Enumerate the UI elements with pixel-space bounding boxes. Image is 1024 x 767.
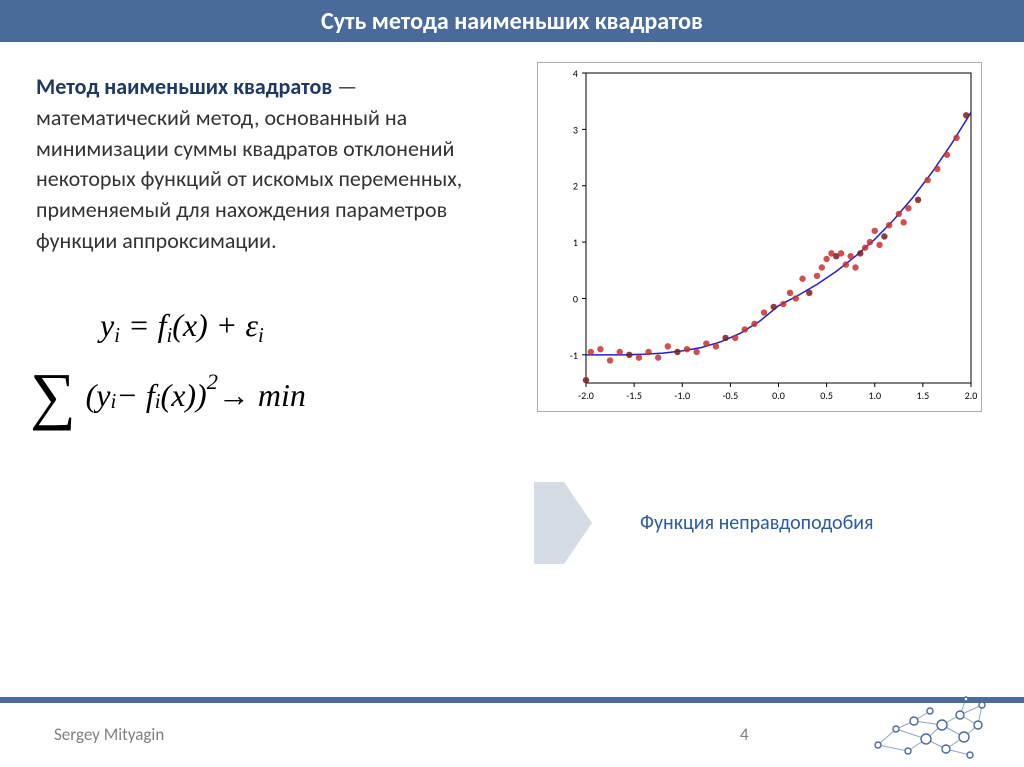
formula-line-1: yi = fi(x) + εi bbox=[30, 307, 494, 344]
svg-text:2: 2 bbox=[572, 180, 577, 193]
right-column: -2.0 -1.5 -1.0 -0.5 0.0 0.5 1.0 1.5 2.0 -1 0 1 2 3 4 Ф… bbox=[524, 62, 994, 564]
footer-page-number: 4 bbox=[740, 724, 749, 745]
svg-text:0: 0 bbox=[572, 292, 577, 305]
svg-text:0.5: 0.5 bbox=[820, 389, 833, 402]
svg-text:-0.5: -0.5 bbox=[722, 389, 738, 402]
arrow-label-row: Функция неправдоподобия bbox=[524, 482, 994, 564]
slide-title: Суть метода наименьших квадратов bbox=[321, 7, 703, 36]
decorative-logo-icon bbox=[848, 691, 988, 765]
svg-text:4: 4 bbox=[572, 67, 577, 80]
svg-text:1.5: 1.5 bbox=[916, 389, 929, 402]
definition-body: — математический метод, основанный на ми… bbox=[36, 73, 462, 254]
content-area: Метод наименьших квадратов — математичес… bbox=[0, 42, 1024, 564]
likelihood-label: Функция неправдоподобия bbox=[640, 511, 874, 535]
arrow-icon bbox=[534, 482, 584, 564]
svg-text:-1: -1 bbox=[569, 349, 577, 362]
footer: Sergey Mityagin 4 bbox=[0, 687, 1024, 767]
definition-term: Метод наименьших квадратов bbox=[36, 73, 332, 100]
svg-text:-1.0: -1.0 bbox=[674, 389, 690, 402]
svg-text:1.0: 1.0 bbox=[868, 389, 881, 402]
footer-author: Sergey Mityagin bbox=[54, 724, 164, 745]
formula-line-2: ∑ (yi − fi(x))2→ min bbox=[30, 364, 494, 428]
scatter-chart: -2.0 -1.5 -1.0 -0.5 0.0 0.5 1.0 1.5 2.0 -1 0 1 2 3 4 bbox=[537, 62, 982, 412]
definition-text: Метод наименьших квадратов — математичес… bbox=[30, 62, 504, 267]
left-column: Метод наименьших квадратов — математичес… bbox=[30, 62, 504, 564]
svg-text:3: 3 bbox=[572, 123, 577, 136]
svg-text:1: 1 bbox=[572, 236, 577, 249]
formula-block: yi = fi(x) + εi ∑ (yi − fi(x))2→ min bbox=[30, 267, 504, 428]
svg-text:-2.0: -2.0 bbox=[578, 389, 594, 402]
svg-text:2.0: 2.0 bbox=[964, 389, 977, 402]
slide-header: Суть метода наименьших квадратов bbox=[0, 0, 1024, 42]
svg-text:0.0: 0.0 bbox=[772, 389, 785, 402]
svg-text:-1.5: -1.5 bbox=[626, 389, 642, 402]
